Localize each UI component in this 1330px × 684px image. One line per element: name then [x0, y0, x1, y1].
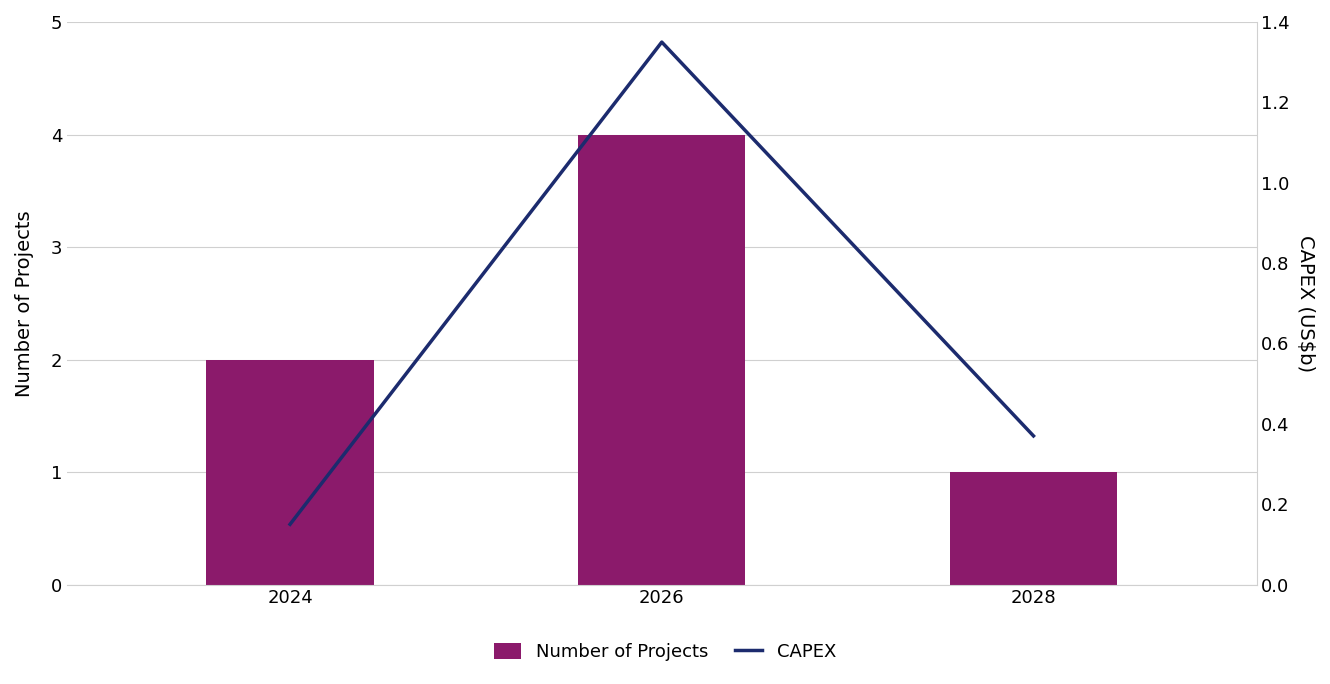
Bar — [950, 472, 1117, 585]
CAPEX — [1025, 432, 1041, 440]
Line: CAPEX: CAPEX — [290, 42, 1033, 525]
Y-axis label: Number of Projects: Number of Projects — [15, 210, 35, 397]
CAPEX — [282, 521, 298, 529]
Legend: Number of Projects, CAPEX: Number of Projects, CAPEX — [487, 635, 843, 668]
Bar — [579, 135, 745, 585]
Y-axis label: CAPEX (US$b): CAPEX (US$b) — [1295, 235, 1315, 372]
CAPEX — [654, 38, 670, 47]
Bar — [206, 360, 374, 585]
